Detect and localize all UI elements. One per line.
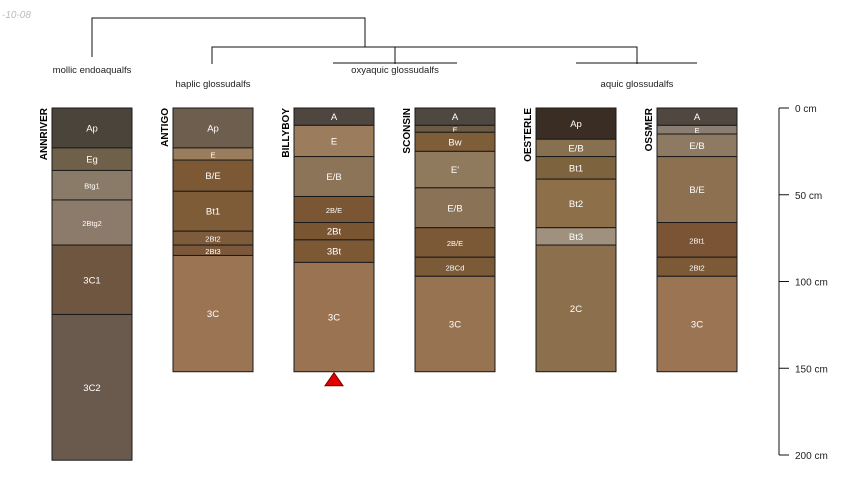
horizon-label-sconsin-a-0: A — [452, 112, 459, 123]
horizon-label-oesterle-bt2-3: Bt2 — [569, 199, 583, 210]
horizon-annriver-2btg2-3 — [51, 199, 133, 246]
horizon-label-ossmer-2bt1-4: 2Bt1 — [689, 236, 704, 245]
horizon-sconsin-e-3 — [414, 150, 496, 189]
horizon-ossmer-b-e-3 — [656, 156, 738, 224]
horizon-label-annriver-3c1-4: 3C1 — [83, 275, 100, 286]
horizon-label-annriver-eg-1: Eg — [86, 155, 98, 166]
depth-tick-label-150: 150 cm — [795, 364, 828, 375]
horizon-label-antigo-e-1: E — [210, 150, 215, 159]
horizon-antigo-b-e-2 — [172, 159, 254, 192]
profile-name-sconsin: SCONSIN — [402, 108, 413, 154]
profile-name-annriver: ANNRIVER — [39, 107, 50, 160]
horizon-label-billyboy-3bt-5: 3Bt — [327, 247, 342, 258]
depth-tick-label-200: 200 cm — [795, 451, 828, 462]
horizon-label-antigo-b-e-2: B/E — [205, 171, 220, 182]
horizon-label-billyboy-3c-6: 3C — [328, 313, 340, 324]
date-stamp: -10-08 — [2, 10, 31, 21]
horizon-annriver-3c2-5 — [51, 313, 133, 461]
profile-antigo: Ap E B/E Bt1 2Bt2 2Bt3 3C ANTIGO — [160, 107, 254, 373]
dendrogram — [91, 17, 697, 64]
horizon-annriver-3c1-4 — [51, 244, 133, 315]
group-label-haplic-glossudalfs: haplic glossudalfs — [176, 79, 251, 90]
horizon-sconsin-3c-7 — [414, 275, 496, 373]
horizon-label-ossmer-e-1: E — [694, 126, 699, 135]
horizon-antigo-bt1-3 — [172, 190, 254, 232]
horizon-label-sconsin-e-b-4: E/B — [447, 203, 462, 214]
horizon-label-billyboy-e-b-2: E/B — [326, 172, 341, 183]
horizon-billyboy-3c-6 — [293, 261, 375, 373]
profile-sconsin: AE Bw E' E/B 2B/E 2BCd 3C SCONSIN — [402, 107, 496, 373]
horizon-label-sconsin-e-3: E' — [451, 165, 459, 176]
horizon-label-ossmer-e-b-2: E/B — [689, 141, 704, 152]
horizon-label-billyboy-2bt-4: 2Bt — [327, 227, 342, 238]
horizon-oesterle-ap-0 — [535, 107, 617, 140]
horizon-label-sconsin-bw-2: Bw — [448, 137, 461, 148]
profile-annriver: Ap Eg Btg1 2Btg2 3C1 3C2 ANNRIVER — [39, 107, 133, 461]
horizon-label-ossmer-2bt2-5: 2Bt2 — [689, 263, 704, 272]
horizon-label-antigo-2bt3-5: 2Bt3 — [205, 247, 220, 256]
horizon-label-antigo-bt1-3: Bt1 — [206, 207, 220, 218]
profile-name-antigo: ANTIGO — [160, 108, 171, 147]
horizon-label-ossmer-b-e-3: B/E — [689, 185, 704, 196]
horizon-label-annriver-ap-0: Ap — [86, 123, 98, 134]
horizon-label-sconsin-2bcd-6: 2BCd — [446, 263, 465, 272]
group-label-oxyaquic-glossudalfs: oxyaquic glossudalfs — [351, 65, 439, 76]
horizon-billyboy-2b-e-3 — [293, 195, 375, 224]
depth-axis: 0 cm 50 cm 100 cm 150 cm 200 cm — [778, 104, 828, 462]
horizon-label-annriver-2btg2-3: 2Btg2 — [82, 219, 102, 228]
horizon-oesterle-2c-5 — [535, 244, 617, 373]
horizon-label-antigo-2bt2-4: 2Bt2 — [205, 235, 220, 244]
horizon-antigo-3c-6 — [172, 254, 254, 373]
horizon-label-oesterle-bt3-4: Bt3 — [569, 232, 583, 243]
horizon-label-oesterle-2c-5: 2C — [570, 304, 582, 315]
horizon-label-ossmer-3c-6: 3C — [691, 320, 703, 331]
dendrogram-root-link — [91, 17, 366, 57]
horizon-label-oesterle-ap-0: Ap — [570, 119, 582, 130]
profile-name-ossmer: OSSMER — [644, 107, 655, 151]
depth-tick-label-100: 100 cm — [795, 278, 828, 289]
horizon-label-sconsin-2b-e-5: 2B/E — [447, 239, 463, 248]
dendrogram-glossudalfs-link — [211, 46, 638, 64]
horizon-label-billyboy-a-0: A — [331, 112, 338, 123]
horizon-label-oesterle-e-b-1: E/B — [568, 143, 583, 154]
depth-tick-label-50: 50 cm — [795, 191, 822, 202]
depth-tick-label-0: 0 cm — [795, 104, 817, 115]
horizon-ossmer-3c-6 — [656, 275, 738, 373]
horizon-label-billyboy-e-1: E — [331, 136, 337, 147]
horizon-annriver-ap-0 — [51, 107, 133, 149]
profile-name-oesterle: OESTERLE — [523, 108, 534, 162]
horizon-label-sconsin-3c-7: 3C — [449, 320, 461, 331]
horizon-antigo-ap-0 — [172, 107, 254, 149]
group-label-aquic-glossudalfs: aquic glossudalfs — [601, 79, 674, 90]
horizon-label-annriver-btg1-2: Btg1 — [84, 182, 99, 191]
horizon-label-ossmer-a-0: A — [694, 112, 701, 123]
profile-name-billyboy: BILLYBOY — [281, 108, 292, 158]
group-label-mollic-endoaqualfs: mollic endoaqualfs — [53, 65, 132, 76]
horizon-annriver-btg1-2 — [51, 169, 133, 201]
horizon-label-antigo-3c-6: 3C — [207, 309, 219, 320]
profile-oesterle: Ap E/B Bt1 Bt2 Bt3 2C OESTERLE — [523, 107, 617, 373]
end-marker-triangle — [324, 371, 344, 387]
horizon-label-billyboy-2b-e-3: 2B/E — [326, 206, 342, 215]
horizon-label-sconsin-e-1: E — [452, 125, 457, 134]
horizon-sconsin-e-b-4 — [414, 187, 496, 229]
horizon-label-antigo-ap-0: Ap — [207, 123, 219, 134]
horizon-oesterle-bt2-3 — [535, 178, 617, 229]
horizon-label-annriver-3c2-5: 3C2 — [83, 383, 100, 394]
profile-billyboy: A E E/B 2B/E 2Bt 3Bt 3C BILLYBOY — [281, 107, 375, 387]
profile-ossmer: AE E/B B/E 2Bt1 2Bt2 3C OSSMER — [644, 107, 738, 373]
horizon-label-oesterle-bt1-2: Bt1 — [569, 163, 583, 174]
horizon-sconsin-2b-e-5 — [414, 227, 496, 258]
